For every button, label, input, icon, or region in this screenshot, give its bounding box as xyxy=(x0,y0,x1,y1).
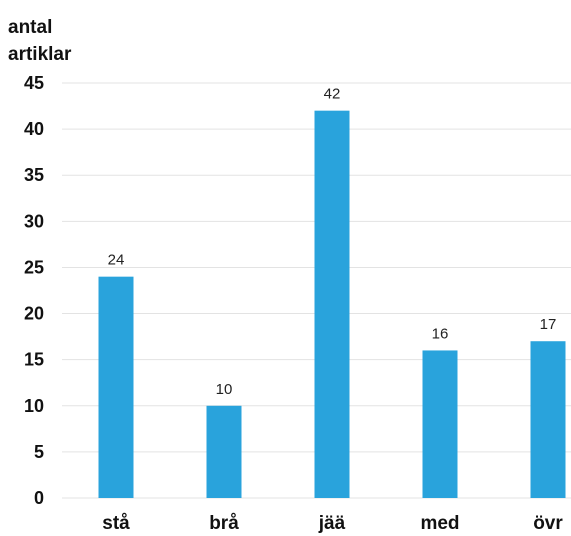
data-label: 10 xyxy=(216,381,233,398)
x-tick-labels: stå brå jää med övr xyxy=(102,513,563,534)
bar xyxy=(314,110,350,499)
y-tick-label: 35 xyxy=(24,165,44,185)
y-tick-label: 0 xyxy=(34,488,44,508)
data-label: 24 xyxy=(108,252,125,269)
y-tick-label: 40 xyxy=(24,119,44,139)
y-tick-label: 5 xyxy=(34,442,44,462)
y-axis-label-line-1: antal xyxy=(8,17,52,38)
bar xyxy=(98,276,134,498)
bar xyxy=(206,405,242,498)
y-tick-label: 45 xyxy=(24,73,44,93)
x-tick-label: brå xyxy=(209,513,239,534)
x-tick-label: övr xyxy=(533,513,563,534)
bar xyxy=(422,350,458,498)
y-tick-label: 20 xyxy=(24,304,44,324)
x-tick-label: stå xyxy=(102,513,130,534)
data-label: 42 xyxy=(324,86,341,103)
x-tick-label: jää xyxy=(318,513,346,534)
data-labels: 24 10 42 16 17 xyxy=(108,86,557,398)
bars xyxy=(98,110,566,499)
y-tick-label: 10 xyxy=(24,396,44,416)
y-tick-labels: 0 5 10 15 20 25 30 35 40 45 xyxy=(24,73,44,508)
y-tick-label: 30 xyxy=(24,211,44,231)
data-label: 16 xyxy=(432,325,449,342)
y-tick-label: 25 xyxy=(24,257,44,277)
bar xyxy=(530,341,566,498)
y-axis-label-line-2: artiklar xyxy=(8,44,72,65)
x-tick-label: med xyxy=(420,513,459,534)
y-tick-label: 15 xyxy=(24,350,44,370)
data-label: 17 xyxy=(540,316,557,333)
